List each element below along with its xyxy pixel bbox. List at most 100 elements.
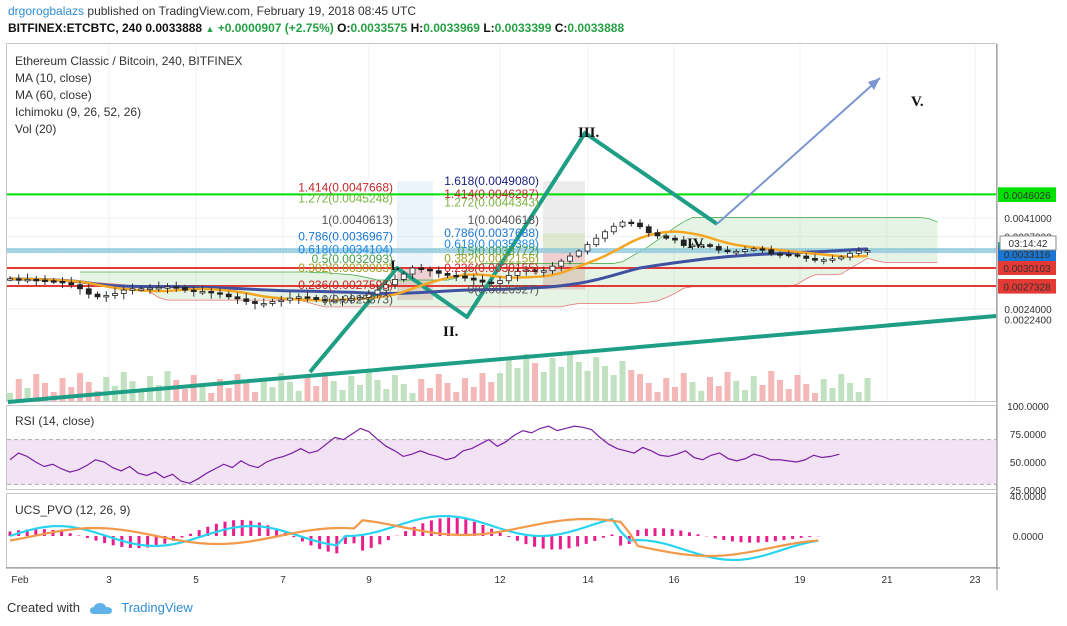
pvo-histogram-bar — [515, 536, 519, 541]
candle-body — [129, 288, 136, 291]
time-tick: 12 — [494, 575, 506, 586]
volume-bar — [155, 385, 162, 401]
candle-body — [427, 268, 433, 272]
volume-bar — [777, 380, 783, 401]
candle-body — [654, 232, 661, 237]
fib-left-label: 0.382(0.0030083) — [298, 261, 393, 275]
volume-bar — [820, 379, 827, 401]
candle-body — [523, 269, 530, 272]
candle-body — [295, 296, 302, 299]
candle-body — [602, 231, 608, 239]
rsi-tick: 25.0000 — [1010, 486, 1047, 497]
pvo-histogram-bar — [180, 536, 184, 538]
fib-right-label: 1.618(0.0049080) — [444, 174, 539, 188]
up-arrow-icon: ▲ — [205, 24, 215, 34]
moving-averages — [9, 230, 868, 302]
candle-body — [540, 270, 547, 273]
publish-text: published on TradingView.com, February 1… — [84, 4, 417, 18]
volume-bar — [532, 363, 538, 401]
trend-lines[interactable] — [7, 77, 997, 404]
legend-volume: Vol (20) — [15, 122, 56, 136]
candle-body — [759, 248, 766, 251]
volume-bar — [838, 374, 845, 401]
volume-bar — [514, 368, 521, 401]
volume-bar — [199, 384, 206, 401]
pvo-histogram-bar — [154, 536, 158, 547]
candle-body — [847, 252, 853, 258]
candle-body — [322, 299, 328, 302]
price-tick: 0.0041000 — [1004, 214, 1052, 225]
volume-bar — [593, 357, 600, 401]
volume-bar — [855, 392, 862, 401]
pvo-histogram-bar — [739, 536, 743, 543]
price-badge — [998, 279, 1056, 294]
rsi-tick: 100.0000 — [1007, 402, 1049, 413]
pvo-histogram-bar — [111, 536, 115, 546]
candle-body — [689, 244, 696, 247]
time-tick: 23 — [969, 575, 981, 586]
candle-body — [112, 293, 118, 296]
candlesticks — [7, 219, 871, 310]
candle-body — [470, 277, 477, 281]
pvo-histogram-bar — [756, 536, 760, 543]
pvo-histogram-bar — [636, 529, 640, 536]
candle-body — [733, 251, 740, 254]
volume-bar — [182, 389, 188, 401]
fib-left-label: 0.236(0.0027595) — [298, 278, 393, 292]
pvo-histogram-bar — [429, 520, 433, 536]
volume-bar — [785, 389, 792, 401]
candle-body — [855, 250, 862, 254]
low-label: L: — [483, 21, 495, 35]
volume-bar — [672, 387, 678, 401]
candle-body — [453, 274, 460, 278]
candle-body — [365, 293, 372, 298]
volume-bar — [278, 373, 285, 401]
candle-body — [497, 280, 503, 284]
price-tick: 0.0022400 — [1004, 316, 1052, 327]
volume-bar — [313, 386, 320, 401]
volume-bar — [637, 374, 643, 401]
candle-body — [593, 237, 600, 246]
legend-ma10: MA (10, close) — [15, 71, 92, 85]
rsi-band — [7, 439, 997, 485]
candle-body — [479, 279, 486, 283]
time-tick: 3 — [106, 575, 112, 586]
cloud-span-b — [79, 257, 938, 308]
author-link[interactable]: drgorogbalazs — [8, 4, 85, 18]
candle-body — [252, 301, 258, 304]
pvo-histogram-bar — [275, 528, 279, 536]
pvo-histogram-bar — [77, 535, 81, 536]
publish-info: drgorogbalazs published on TradingView.c… — [8, 4, 416, 18]
projection-arrowhead — [868, 78, 880, 90]
pvo-fast-line — [9, 514, 819, 562]
pvo-histogram-bar — [85, 536, 89, 539]
candle-body — [567, 255, 573, 262]
candle-body — [85, 288, 92, 295]
candle-body — [7, 278, 13, 281]
volume-bar — [707, 377, 713, 401]
elliott-waves: I. II. III. IV. V. — [390, 94, 924, 340]
tradingview-link[interactable]: TradingView — [121, 600, 193, 615]
pvo-histogram-bar — [249, 520, 253, 536]
pvo-histogram-bar — [34, 529, 38, 536]
candle-body — [785, 253, 792, 257]
candle-body — [549, 265, 556, 272]
legend-ichimoku: Ichimoku (9, 26, 52, 26) — [15, 105, 141, 119]
pvo-histogram-bar — [257, 522, 261, 536]
pvo-histogram-bar — [421, 523, 425, 536]
volume-bar — [392, 375, 398, 401]
volume-bar — [794, 375, 801, 401]
candle-body — [768, 249, 775, 255]
price-chart[interactable]: 0.00461650.00460260.00342320.00338880.00… — [0, 0, 1067, 598]
candle-body — [724, 249, 731, 253]
pvo-histogram-bar — [773, 536, 777, 542]
pvo-histogram-bar — [146, 536, 150, 548]
volume-bar — [243, 383, 250, 401]
price-badge-label: 0.0033116 — [1004, 250, 1051, 261]
pvo-histogram-bar — [404, 531, 408, 536]
volume-bar — [803, 384, 810, 401]
volume-bar — [190, 375, 197, 401]
fib-right-label: 0.236(0.0030155) — [444, 261, 539, 275]
volume-bar — [742, 390, 748, 401]
pvo-histogram-bar — [137, 536, 141, 549]
